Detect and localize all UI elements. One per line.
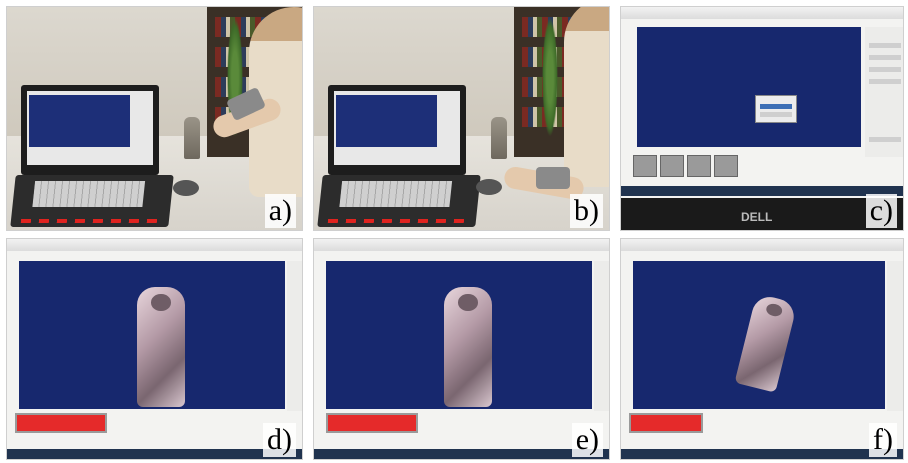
side-panel xyxy=(594,261,609,411)
taskbar xyxy=(314,449,609,459)
taskbar xyxy=(621,449,903,459)
dialog-button[interactable] xyxy=(760,112,792,117)
laptop-keyboard xyxy=(317,175,481,227)
statue-model xyxy=(137,287,185,407)
keyboard-keys xyxy=(339,181,453,207)
person xyxy=(564,7,609,187)
thumbnail[interactable] xyxy=(687,155,711,177)
side-item[interactable] xyxy=(869,137,901,142)
taskbar xyxy=(7,449,302,459)
viewer-area xyxy=(29,95,130,147)
side-panel xyxy=(887,261,903,411)
panel-label: e) xyxy=(571,423,603,457)
progress-bar xyxy=(15,413,107,433)
statue-model xyxy=(444,287,492,407)
computer-mouse-icon xyxy=(173,180,199,196)
thumbnail[interactable] xyxy=(660,155,684,177)
laptop-screen xyxy=(21,85,159,175)
viewer-area xyxy=(637,27,861,147)
viewer-area xyxy=(633,261,885,409)
keyboard-keys xyxy=(32,181,146,207)
panel-label: c) xyxy=(865,194,897,228)
panel-b: b) xyxy=(313,6,610,231)
statue-face xyxy=(151,294,171,311)
computer-mouse-icon xyxy=(476,179,502,195)
dialog-button[interactable] xyxy=(760,104,792,109)
panel-f: f) xyxy=(620,238,904,460)
app-titlebar xyxy=(314,239,609,251)
app-titlebar xyxy=(621,7,903,19)
side-item[interactable] xyxy=(869,79,901,84)
statue-model xyxy=(734,293,798,393)
thumbnail[interactable] xyxy=(714,155,738,177)
app-titlebar xyxy=(7,239,302,251)
brand-logo: DELL xyxy=(741,210,773,224)
panel-label: a) xyxy=(264,194,296,228)
panel-label: d) xyxy=(263,423,296,457)
side-item[interactable] xyxy=(869,43,901,48)
laptop-screen xyxy=(328,85,466,175)
panel-e: e) xyxy=(313,238,610,460)
side-panel xyxy=(865,27,903,157)
progress-bar xyxy=(629,413,703,433)
statue-face xyxy=(458,294,478,311)
panel-label: b) xyxy=(570,194,603,228)
panel-a: a) xyxy=(6,6,303,231)
status-leds xyxy=(327,219,469,223)
handheld-camera-icon xyxy=(536,167,570,189)
laptop-keyboard xyxy=(10,175,174,227)
side-item[interactable] xyxy=(869,55,901,60)
viewer-area xyxy=(336,95,437,147)
status-leds xyxy=(20,219,162,223)
statue-figurine-icon xyxy=(184,117,200,159)
dialog-box[interactable] xyxy=(755,95,797,123)
taskbar xyxy=(621,186,903,196)
monitor-frame xyxy=(621,198,903,230)
panel-d: d) xyxy=(6,238,303,460)
thumbnail-strip xyxy=(633,155,738,177)
app-titlebar xyxy=(621,239,903,251)
statue-face xyxy=(764,301,784,319)
viewer-area xyxy=(19,261,285,409)
progress-bar xyxy=(326,413,418,433)
side-panel xyxy=(287,261,302,411)
side-item[interactable] xyxy=(869,67,901,72)
plant xyxy=(542,17,558,137)
thumbnail[interactable] xyxy=(633,155,657,177)
laptop-display xyxy=(27,91,153,165)
laptop-display xyxy=(334,91,460,165)
panel-c: DELL c) xyxy=(620,6,904,231)
statue-figurine-icon xyxy=(491,117,507,159)
panel-label: f) xyxy=(869,423,897,457)
viewer-area xyxy=(326,261,592,409)
